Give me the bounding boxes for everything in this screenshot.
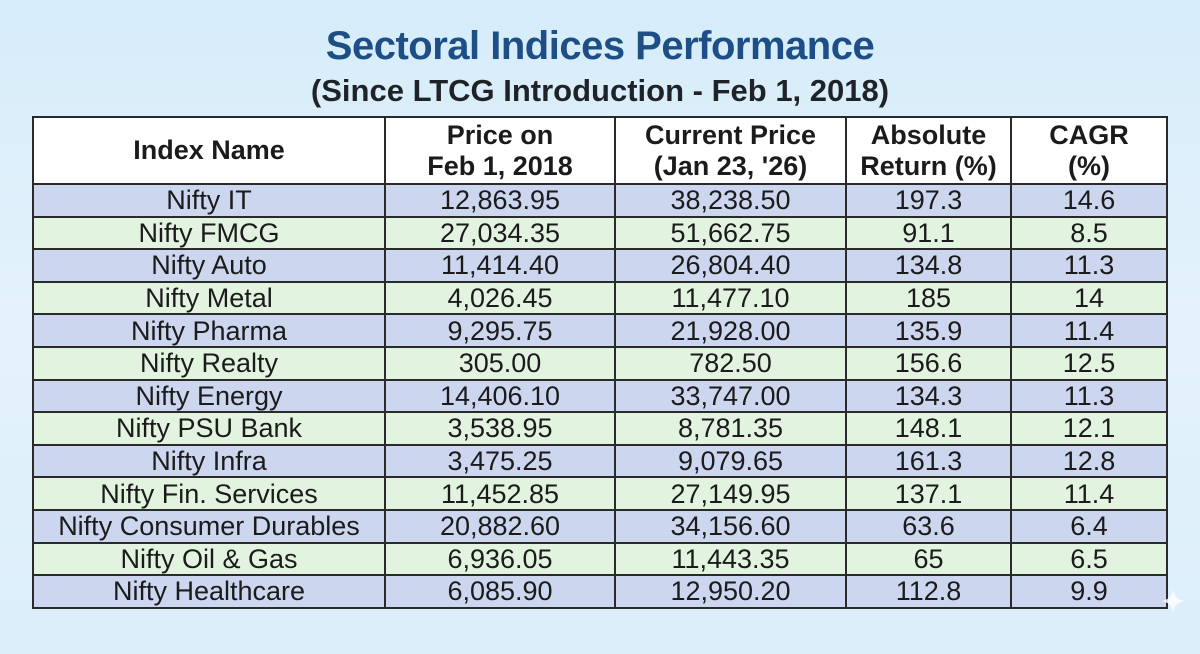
cell-price-2018: 11,452.85 [384, 476, 616, 511]
cell-price-current: 33,747.00 [614, 378, 847, 414]
cell-name: Nifty Consumer Durables [32, 508, 386, 544]
cell-price-current: 11,443.35 [614, 541, 847, 577]
column-header-line: Absolute [870, 119, 987, 150]
column-header-line: (%) [1068, 150, 1110, 181]
column-header-price-current: Current Price (Jan 23, '26) [614, 116, 847, 185]
sector-indices-table: Index Name Price on Feb 1, 2018 Current Pri… [32, 116, 1168, 609]
table-row: Nifty Pharma 9,295.75 21,928.00 135.9 11.4 [32, 313, 1168, 348]
cell-price-2018: 12,863.95 [384, 183, 616, 218]
table-row: Nifty Energy 14,406.10 33,747.00 134.3 11.3 [32, 378, 1168, 414]
cell-price-current: 34,156.60 [614, 508, 847, 544]
cell-cagr: 9.9 [1010, 574, 1168, 609]
cell-name: Nifty FMCG [32, 215, 386, 251]
cell-price-current: 51,662.75 [614, 215, 847, 251]
cell-abs-return: 134.8 [845, 248, 1012, 283]
cell-price-2018: 20,882.60 [384, 508, 616, 544]
cell-name: Nifty Metal [32, 280, 386, 316]
cell-name: Nifty Fin. Services [32, 476, 386, 511]
cell-abs-return: 112.8 [845, 574, 1012, 609]
cell-cagr: 14 [1010, 280, 1168, 316]
cell-cagr: 14.6 [1010, 183, 1168, 218]
cell-abs-return: 135.9 [845, 313, 1012, 348]
cell-abs-return: 65 [845, 541, 1012, 577]
cell-price-2018: 6,085.90 [384, 574, 616, 609]
cell-abs-return: 156.6 [845, 345, 1012, 381]
cell-price-current: 38,238.50 [614, 183, 847, 218]
cell-abs-return: 161.3 [845, 443, 1012, 479]
table-header: Index Name Price on Feb 1, 2018 Current Pri… [32, 116, 1168, 185]
column-header-line: Return (%) [860, 150, 997, 181]
cell-price-current: 21,928.00 [614, 313, 847, 348]
cell-cagr: 6.5 [1010, 541, 1168, 577]
table-header-row: Index Name Price on Feb 1, 2018 Current Pri… [32, 116, 1168, 185]
cell-cagr: 11.4 [1010, 476, 1168, 511]
column-header-line: Price on [446, 119, 554, 150]
cell-price-2018: 3,538.95 [384, 411, 616, 446]
table-row: Nifty Metal 4,026.45 11,477.10 185 14 [32, 280, 1168, 316]
table-row: Nifty Realty 305.00 782.50 156.6 12.5 [32, 345, 1168, 381]
cell-cagr: 8.5 [1010, 215, 1168, 251]
cell-name: Nifty Auto [32, 248, 386, 283]
column-header-cagr: CAGR (%) [1010, 116, 1168, 185]
cell-cagr: 12.1 [1010, 411, 1168, 446]
cell-cagr: 6.4 [1010, 508, 1168, 544]
cell-price-2018: 4,026.45 [384, 280, 616, 316]
table-row: Nifty Healthcare 6,085.90 12,950.20 112.8 9.… [32, 574, 1168, 609]
table-row: Nifty FMCG 27,034.35 51,662.75 91.1 8.5 [32, 215, 1168, 251]
cell-price-2018: 3,475.25 [384, 443, 616, 479]
sparkle-icon [1161, 589, 1185, 613]
column-header-line: CAGR [1049, 119, 1129, 150]
table-row: Nifty IT 12,863.95 38,238.50 197.3 14.6 [32, 183, 1168, 218]
cell-cagr: 11.3 [1010, 248, 1168, 283]
column-header-line: (Jan 23, '26) [653, 150, 808, 181]
column-header-price-2018: Price on Feb 1, 2018 [384, 116, 616, 185]
cell-price-current: 782.50 [614, 345, 847, 381]
cell-name: Nifty Energy [32, 378, 386, 414]
table-row: Nifty Infra 3,475.25 9,079.65 161.3 12.8 [32, 443, 1168, 479]
column-header-line: Current Price [644, 119, 817, 150]
cell-cagr: 11.3 [1010, 378, 1168, 414]
table-body: Nifty IT 12,863.95 38,238.50 197.3 14.6 Nifty… [32, 183, 1168, 609]
cell-abs-return: 197.3 [845, 183, 1012, 218]
cell-price-current: 11,477.10 [614, 280, 847, 316]
cell-cagr: 11.4 [1010, 313, 1168, 348]
cell-cagr: 12.8 [1010, 443, 1168, 479]
cell-abs-return: 91.1 [845, 215, 1012, 251]
cell-price-2018: 27,034.35 [384, 215, 616, 251]
column-header-line: Index Name [133, 135, 285, 165]
page-title: Sectoral Indices Performance [325, 24, 875, 68]
cell-price-current: 27,149.95 [614, 476, 847, 511]
table-row: Nifty Oil & Gas 6,936.05 11,443.35 65 6.5 [32, 541, 1168, 577]
cell-name: Nifty Realty [32, 345, 386, 381]
column-header-name: Index Name [32, 116, 386, 185]
cell-name: Nifty PSU Bank [32, 411, 386, 446]
table-row: Nifty Consumer Durables 20,882.60 34,156.6… [32, 508, 1168, 544]
cell-price-2018: 14,406.10 [384, 378, 616, 414]
table-row: Nifty Auto 11,414.40 26,804.40 134.8 11.3 [32, 248, 1168, 283]
cell-price-2018: 305.00 [384, 345, 616, 381]
table-row: Nifty PSU Bank 3,538.95 8,781.35 148.1 12.1 [32, 411, 1168, 446]
cell-name: Nifty Pharma [32, 313, 386, 348]
cell-abs-return: 148.1 [845, 411, 1012, 446]
cell-price-current: 9,079.65 [614, 443, 847, 479]
page-subtitle: (Since LTCG Introduction - Feb 1, 2018) [310, 73, 890, 108]
column-header-abs-return: Absolute Return (%) [845, 116, 1012, 185]
cell-price-current: 12,950.20 [614, 574, 847, 609]
cell-abs-return: 134.3 [845, 378, 1012, 414]
cell-price-current: 26,804.40 [614, 248, 847, 283]
table-row: Nifty Fin. Services 11,452.85 27,149.95 137… [32, 476, 1168, 511]
cell-abs-return: 137.1 [845, 476, 1012, 511]
cell-name: Nifty Healthcare [32, 574, 386, 609]
cell-name: Nifty Oil & Gas [32, 541, 386, 577]
cell-name: Nifty IT [32, 183, 386, 218]
cell-price-2018: 6,936.05 [384, 541, 616, 577]
column-header-line: Feb 1, 2018 [427, 150, 573, 181]
cell-cagr: 12.5 [1010, 345, 1168, 381]
cell-abs-return: 185 [845, 280, 1012, 316]
cell-abs-return: 63.6 [845, 508, 1012, 544]
cell-name: Nifty Infra [32, 443, 386, 479]
cell-price-current: 8,781.35 [614, 411, 847, 446]
cell-price-2018: 11,414.40 [384, 248, 616, 283]
cell-price-2018: 9,295.75 [384, 313, 616, 348]
